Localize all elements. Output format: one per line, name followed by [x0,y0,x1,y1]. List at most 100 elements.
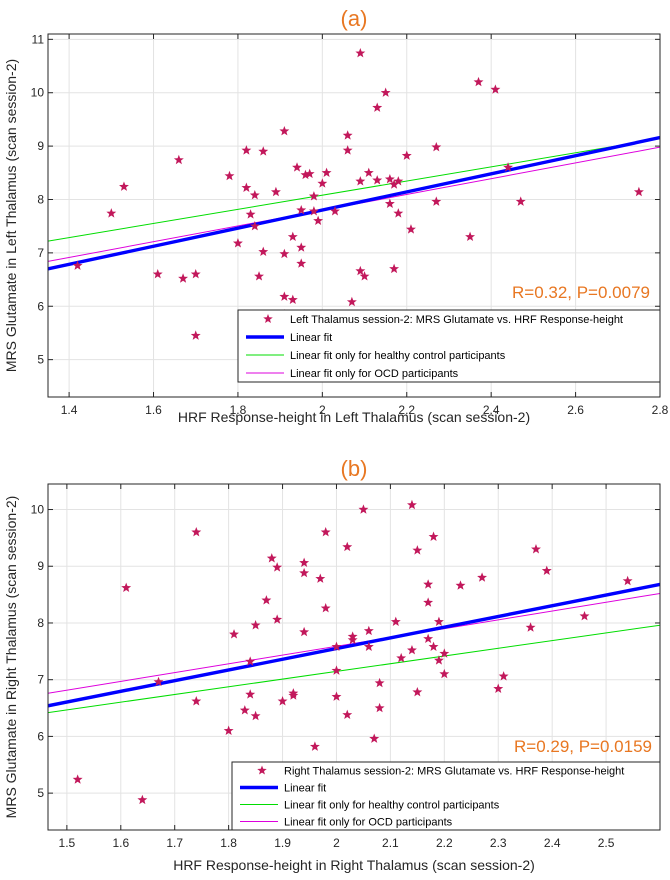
data-point-star [119,181,129,191]
data-point-star [433,616,444,627]
panel-title: (a) [341,6,368,31]
data-point-star [347,634,358,645]
data-point-star [498,671,509,681]
data-point-star [358,504,369,514]
data-point-star [433,655,444,665]
data-point-star [372,102,383,112]
y-tick-label: 6 [37,729,44,743]
data-point-star [72,774,83,784]
legend: Left Thalamus session-2: MRS Glutamate v… [237,309,661,383]
plot-content [48,48,660,340]
data-point-star [296,258,307,268]
data-point-star [342,145,353,155]
legend-entry: Linear fit only for OCD participants [246,368,459,380]
fit-line-all [48,135,660,271]
data-point-star [342,541,353,552]
data-point-star [374,677,385,688]
data-point-star [317,178,328,188]
legend: Right Thalamus session-2: MRS Glutamate … [231,761,661,831]
y-tick-label: 11 [32,32,45,46]
data-point-star [363,641,374,651]
data-point-star [292,162,302,172]
y-tick-label: 8 [37,616,44,630]
plot-content [48,499,660,805]
chart-panel-b: 1.5 1.6 1.7 1.8 1.9 2 2.1 2.2 2.3 2.4 2.5 5 6 7 8 9 10 (b… [3,456,661,873]
data-point-star [428,531,439,541]
data-point-star [346,296,357,307]
x-tick-label: 2 [319,403,326,417]
x-tick-label: 1.8 [220,836,237,850]
data-point-star [106,208,117,218]
data-point-star [245,689,256,699]
data-point-star [372,175,383,185]
legend-label: Linear fit only for healthy control part… [290,350,506,362]
data-point-star [393,208,404,218]
y-tick-label: 9 [37,139,44,153]
data-point-star [173,154,184,165]
data-point-star [190,269,201,279]
y-tick-label: 5 [37,353,44,367]
legend-entry: Left Thalamus session-2: MRS Glutamate v… [263,314,623,326]
data-point-star [250,620,261,630]
legend-entry: Linear fit [240,783,326,795]
data-point-star [331,665,342,675]
legend-entry: Linear fit only for healthy control part… [240,800,500,812]
legend-entry: Right Thalamus session-2: MRS Glutamate … [257,765,624,778]
data-point-star [439,648,450,658]
data-point-star [579,610,590,621]
data-point-star [315,573,326,583]
data-point-star [245,656,256,666]
data-point-star [390,616,401,627]
data-point-star [266,553,277,563]
data-point-star [423,597,434,607]
axes-box [47,33,661,398]
data-point-star [331,641,342,651]
data-point-star [296,204,307,215]
y-axis-label: MRS Glutamate in Right Thalamus (scan se… [3,496,19,819]
data-point-star [320,527,331,537]
data-point-star [355,265,366,276]
legend-label: Right Thalamus session-2: MRS Glutamate … [284,766,624,778]
data-point-star [380,87,391,97]
legend-marker-star [257,765,267,775]
legend-marker-star [263,314,273,324]
y-tick-label: 7 [37,673,44,687]
data-point-star [279,291,290,301]
legend-label: Linear fit only for OCD participants [284,817,453,829]
data-point-star [229,629,239,639]
stats-annotation: R=0.32, P=0.0079 [512,283,650,302]
data-point-star [407,499,417,510]
data-point-star [396,652,407,663]
x-tick-label: 2.4 [483,403,500,417]
data-point-star [331,691,342,701]
data-point-star [178,273,189,283]
data-point-star [359,271,370,281]
data-point-star [250,710,261,721]
data-point-star [121,582,132,593]
data-point-star [363,625,374,636]
data-point-star [249,190,260,200]
x-axis-label: HRF Response-height in Right Thalamus (s… [173,857,535,873]
data-point-star [412,686,423,697]
x-tick-label: 1.9 [274,836,291,850]
data-point-star [407,644,417,655]
data-point-star [258,146,269,156]
data-point-star [477,572,488,582]
data-point-star [239,705,250,715]
data-point-star [287,294,298,305]
data-point-star [137,794,148,805]
y-tick-label: 5 [37,786,44,800]
data-point-star [258,246,269,257]
legend-label: Linear fit [290,332,332,344]
data-point-star [633,186,644,197]
data-point-star [541,565,552,575]
data-point-star [525,622,536,632]
data-point-star [428,641,439,651]
data-point-star [384,198,395,208]
data-point-star [355,176,366,186]
data-point-star [254,271,264,281]
x-tick-label: 1.4 [61,403,78,417]
data-point-star [296,242,307,252]
legend-label: Left Thalamus session-2: MRS Glutamate v… [290,314,623,326]
x-tick-label: 1.6 [145,403,162,417]
